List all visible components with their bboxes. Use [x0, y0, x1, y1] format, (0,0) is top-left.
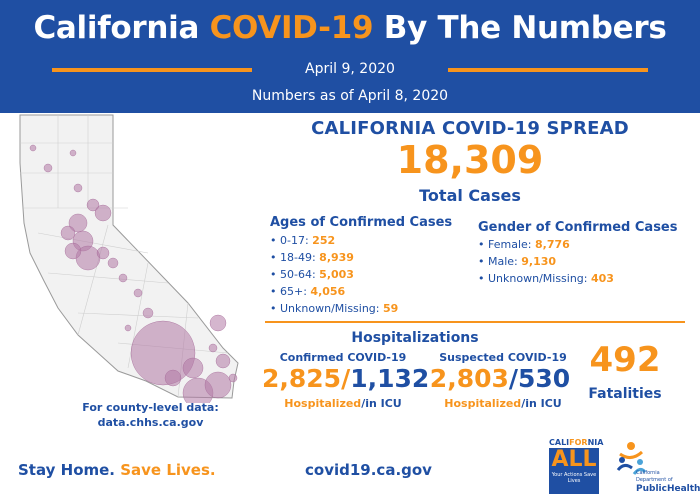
county-data-label: For county-level data:	[82, 401, 219, 414]
title-highlight: COVID-19	[209, 10, 374, 46]
spread-title: CALIFORNIA COVID-19 SPREAD	[311, 118, 629, 139]
suspected-caption: Hospitalized/in ICU	[444, 397, 562, 410]
county-data-link[interactable]: data.chhs.ca.gov	[97, 416, 204, 429]
header-banner: California COVID-19 By The Numbers April…	[0, 0, 700, 113]
ca-all-logo-tagline: Your Actions Save Lives	[551, 472, 597, 484]
header-divider-left	[52, 68, 252, 72]
fatalities-label: Fatalities	[588, 386, 662, 402]
ages-list: • 0-17: 252 • 18-49: 8,939 • 50-64: 5,003 •…	[270, 232, 398, 317]
confirmed-icu: 1,132	[350, 364, 430, 393]
california-for-all-logo: CALIFORNIA ALL Your Actions Save Lives	[549, 437, 604, 497]
list-item: • Male: 9,130	[478, 255, 557, 268]
cdph-logo-big: PublicHealth	[636, 484, 700, 494]
bullet-icon: •	[270, 251, 277, 264]
county-data-info: For county-level data: data.chhs.ca.gov	[68, 400, 233, 430]
section-divider	[265, 321, 685, 323]
header-divider-right	[448, 68, 648, 72]
list-item: • Female: 8,776	[478, 238, 570, 251]
california-map	[19, 114, 239, 403]
bullet-icon: •	[270, 234, 277, 247]
list-item: • 18-49: 8,939	[270, 251, 354, 264]
cdph-logo-small: California Department of	[636, 470, 673, 483]
hospitalizations-title: Hospitalizations	[351, 330, 479, 346]
cdph-logo-text: California Department of PublicHealth	[636, 470, 700, 494]
ca-all-logo-box: ALL Your Actions Save Lives	[549, 448, 599, 494]
slogan-save-lives: Save Lives.	[120, 461, 216, 479]
bullet-icon: •	[478, 272, 485, 285]
suspected-values: 2,803/530	[429, 364, 571, 393]
bullet-icon: •	[478, 255, 485, 268]
bullet-icon: •	[270, 268, 277, 281]
gender-title: Gender of Confirmed Cases	[478, 220, 678, 235]
total-cases-value: 18,309	[396, 138, 544, 182]
website-link[interactable]: covid19.ca.gov	[305, 461, 432, 479]
list-item: • 50-64: 5,003	[270, 268, 354, 281]
list-item: • Unknown/Missing: 59	[270, 302, 399, 315]
bullet-icon: •	[270, 285, 277, 298]
confirmed-values: 2,825/1,132	[262, 364, 430, 393]
ages-title: Ages of Confirmed Cases	[270, 215, 453, 230]
confirmed-hospitalized: 2,825	[262, 364, 342, 393]
list-item: • Unknown/Missing: 403	[478, 272, 614, 285]
bullet-icon: •	[478, 238, 485, 251]
california-outline	[19, 114, 239, 399]
footer-slogan: Stay Home. Save Lives.	[18, 461, 216, 479]
bullet-icon: •	[270, 302, 277, 315]
suspected-icu: 530	[518, 364, 571, 393]
page-title: California COVID-19 By The Numbers	[0, 10, 700, 46]
suspected-hospitalized: 2,803	[429, 364, 509, 393]
ca-all-logo-word: ALL	[551, 447, 597, 472]
total-cases-label: Total Cases	[419, 186, 521, 205]
cdph-logo: California Department of PublicHealth	[616, 440, 700, 500]
list-item: • 0-17: 252	[270, 234, 336, 247]
case-bubbles	[29, 144, 238, 403]
report-date: April 9, 2020	[305, 61, 395, 77]
confirmed-label: Confirmed COVID-19	[279, 351, 407, 364]
numbers-as-of: Numbers as of April 8, 2020	[251, 88, 449, 104]
title-part-1: California	[33, 10, 210, 46]
title-part-2: By The Numbers	[373, 10, 667, 46]
slogan-stay-home: Stay Home.	[18, 461, 121, 479]
confirmed-caption: Hospitalized/in ICU	[284, 397, 402, 410]
fatalities-value: 492	[589, 340, 661, 380]
gender-list: • Female: 8,776 • Male: 9,130 • Unknown/Mis…	[478, 236, 614, 287]
list-item: • 65+: 4,056	[270, 285, 346, 298]
people-icon	[616, 442, 646, 475]
suspected-label: Suspected COVID-19	[439, 351, 567, 364]
ca-all-logo-top: CALIFORNIA	[549, 438, 604, 447]
